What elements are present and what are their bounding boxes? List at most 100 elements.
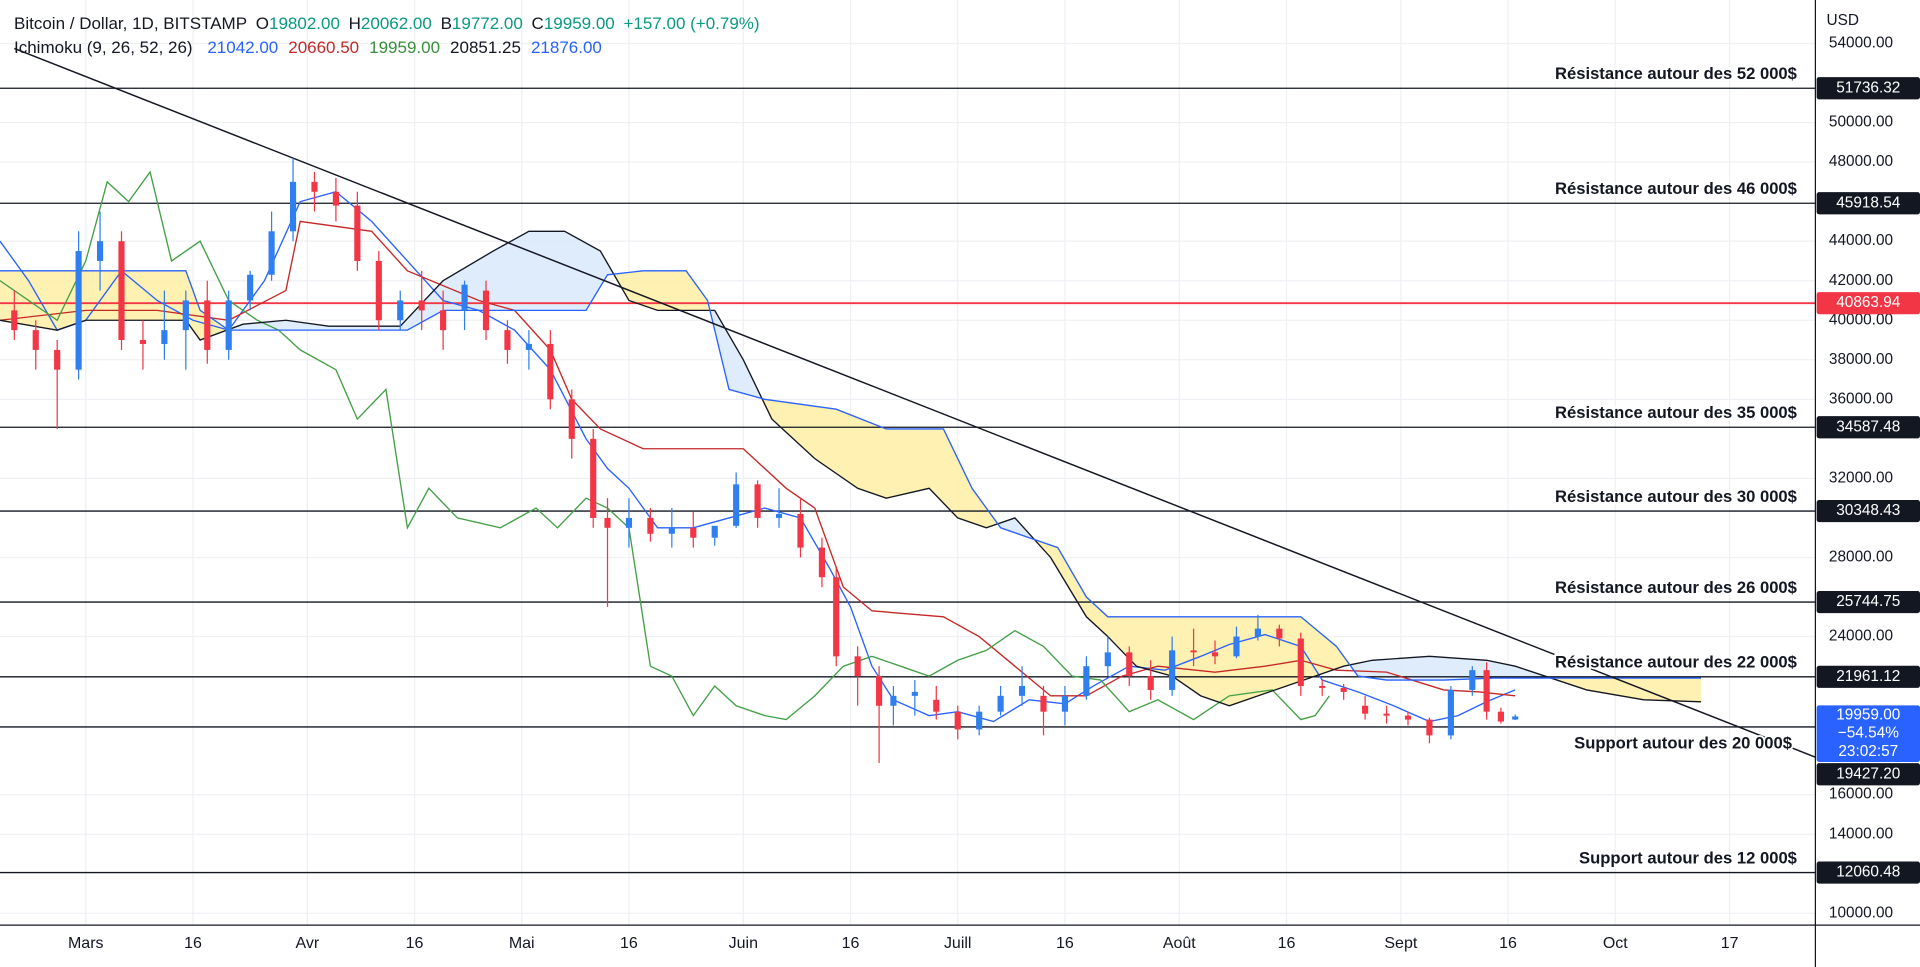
candle-body — [354, 205, 361, 261]
level-annotation: Support autour des 12 000$ — [1579, 848, 1797, 867]
level-price-box — [1816, 192, 1920, 215]
candle-body — [997, 695, 1004, 712]
x-tick-label: Sept — [1384, 935, 1417, 952]
current-price-label: −54.54% — [1838, 725, 1899, 742]
candle-body — [1483, 670, 1490, 712]
indicator-name: Ichimoku (9, 26, 52, 26) — [14, 38, 193, 57]
indicator-line — [0, 230, 1702, 707]
x-tick-label: 16 — [620, 935, 638, 952]
candle-body — [733, 484, 740, 526]
level-price-label: 19427.20 — [1836, 765, 1900, 782]
y-tick-label: 14000.00 — [1829, 825, 1893, 842]
cloud-fill — [0, 270, 227, 341]
level-annotation: Résistance autour des 30 000$ — [1555, 487, 1797, 506]
x-tick-label: 16 — [1056, 935, 1074, 952]
ohlc-key: B — [440, 14, 452, 33]
candle-body — [289, 181, 297, 232]
indicator-value: 20851.25 — [450, 38, 521, 57]
candle-body — [1233, 636, 1240, 657]
candle-body — [625, 517, 633, 528]
level-annotation: Résistance autour des 26 000$ — [1555, 578, 1797, 597]
candle-body — [1297, 638, 1304, 686]
level-price-label: 40863.94 — [1836, 294, 1901, 311]
level-price-box — [1816, 590, 1920, 614]
candle-body — [225, 300, 232, 350]
candle-body — [568, 399, 575, 439]
candle-body — [161, 330, 168, 344]
candle-body — [911, 691, 918, 696]
trend-line — [14, 47, 1816, 758]
x-tick-label: Août — [1163, 935, 1196, 952]
y-tick-label: 16000.00 — [1829, 786, 1893, 803]
level-price-box — [1816, 861, 1920, 884]
candle-body — [818, 547, 826, 578]
candle-body — [461, 284, 468, 311]
candle-body — [547, 343, 554, 400]
candle-body — [75, 251, 82, 370]
symbol-row: Bitcoin / Dollar, 1D, BITSTAMP O19802.00… — [14, 12, 764, 36]
cloud-fill — [612, 270, 710, 311]
y-axis-label: USD — [1826, 12, 1858, 29]
level-price-label: 21961.12 — [1836, 668, 1900, 685]
candle-body — [690, 527, 697, 538]
candle-body — [525, 343, 532, 350]
candle-body — [1383, 713, 1390, 716]
y-tick-label: 28000.00 — [1829, 549, 1893, 566]
candle-body — [1169, 650, 1176, 690]
level-annotation: Résistance autour des 35 000$ — [1555, 403, 1797, 422]
candle-body — [1362, 705, 1369, 714]
indicator-value: 20660.50 — [288, 38, 360, 57]
x-tick-label: Juill — [944, 935, 972, 952]
x-tick-label: Oct — [1603, 935, 1628, 952]
ohlc-value: 20062.00 — [360, 14, 432, 33]
x-tick-label: 16 — [842, 935, 860, 952]
ohlc-value: 19959.00 — [543, 14, 615, 33]
candle-body — [711, 525, 718, 538]
candle-body — [1126, 652, 1133, 677]
y-tick-label: 44000.00 — [1829, 232, 1893, 249]
change: +157.00 (+0.79%) — [623, 14, 760, 33]
candle-body — [1147, 676, 1154, 690]
candle-body — [32, 330, 39, 350]
ohlc-key: H — [348, 14, 361, 33]
level-price-label: 45918.54 — [1836, 194, 1901, 211]
ohlc-value: 19772.00 — [451, 14, 523, 33]
candle-body — [268, 231, 275, 275]
candle-body — [1340, 687, 1347, 692]
candle-body — [754, 484, 761, 518]
symbol: Bitcoin / Dollar, 1D, BITSTAMP — [14, 14, 248, 33]
indicator-value: 21876.00 — [530, 38, 602, 57]
y-tick-label: 38000.00 — [1829, 351, 1893, 368]
y-tick-label: 40000.00 — [1829, 311, 1893, 328]
indicator-value: 21042.00 — [207, 38, 279, 57]
x-tick-label: 16 — [184, 935, 202, 952]
candle-body — [332, 191, 339, 206]
indicator-line — [0, 220, 1516, 697]
level-price-label: 30348.43 — [1836, 502, 1900, 519]
y-tick-label: 48000.00 — [1829, 153, 1893, 170]
level-price-label: 12060.48 — [1836, 864, 1900, 881]
cloud-fill — [997, 517, 1033, 539]
candle-body — [876, 676, 883, 706]
candle-body — [1040, 695, 1047, 712]
ohlc-key: C — [531, 14, 544, 33]
level-price-label: 51736.32 — [1836, 79, 1900, 96]
candle-body — [482, 290, 490, 331]
y-tick-label: 24000.00 — [1829, 628, 1893, 645]
x-tick-label: 16 — [1499, 935, 1517, 952]
candle-body — [1083, 666, 1090, 696]
y-tick-label: 32000.00 — [1829, 469, 1893, 486]
candle-body — [797, 513, 804, 548]
current-price-box — [1816, 705, 1920, 762]
candle-body — [1104, 652, 1111, 667]
candle-body — [833, 577, 840, 657]
cloud-fill — [709, 307, 762, 399]
level-price-box — [1816, 292, 1920, 315]
candle-body — [854, 656, 861, 677]
level-price-box — [1816, 77, 1920, 100]
ohlc-key: O — [255, 14, 269, 33]
candle-body — [1254, 628, 1261, 637]
cloud-fill — [1349, 656, 1550, 681]
